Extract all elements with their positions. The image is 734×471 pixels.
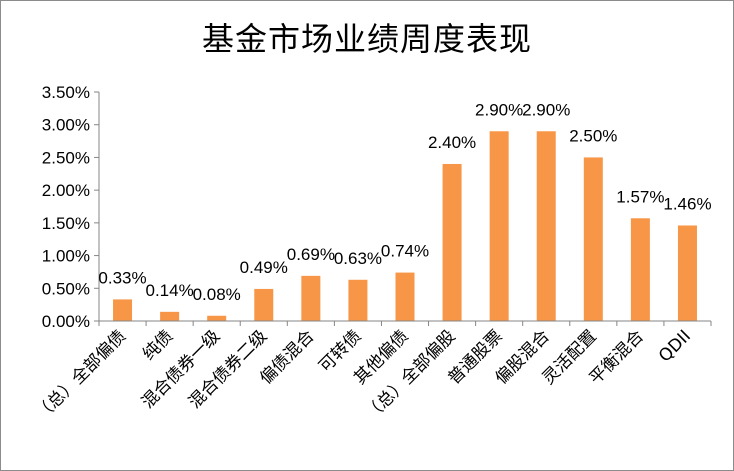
data-label: 0.74% bbox=[381, 242, 429, 261]
data-label: 2.50% bbox=[569, 126, 617, 145]
bar bbox=[583, 157, 603, 321]
data-label: 1.46% bbox=[663, 194, 711, 213]
chart-title: 基金市场业绩周度表现 bbox=[201, 20, 532, 58]
x-category-label: 纯债 bbox=[139, 326, 177, 364]
y-tick-label: 3.00% bbox=[42, 116, 90, 135]
data-label: 1.57% bbox=[616, 187, 664, 206]
y-tick-label: 2.00% bbox=[42, 181, 90, 200]
y-tick-label: 1.50% bbox=[42, 214, 90, 233]
data-label: 2.40% bbox=[428, 133, 476, 152]
bar bbox=[113, 299, 133, 321]
data-label: 0.49% bbox=[240, 258, 288, 277]
bar bbox=[536, 131, 556, 321]
x-category-label: （总）全部偏债 bbox=[32, 326, 130, 424]
bar bbox=[489, 131, 509, 321]
y-tick-label: 0.00% bbox=[42, 312, 90, 331]
bar bbox=[160, 311, 180, 321]
bar bbox=[395, 272, 415, 321]
bar bbox=[207, 315, 227, 321]
data-label: 2.90% bbox=[522, 100, 570, 119]
x-category-label: QDII bbox=[655, 326, 695, 366]
data-label: 0.08% bbox=[193, 285, 241, 304]
bar bbox=[630, 218, 650, 321]
data-label: 2.90% bbox=[475, 100, 523, 119]
bar bbox=[677, 225, 697, 321]
y-tick-label: 3.50% bbox=[42, 83, 90, 102]
y-tick-label: 1.00% bbox=[42, 247, 90, 266]
data-label: 0.69% bbox=[287, 245, 335, 264]
bar bbox=[442, 163, 462, 321]
bar bbox=[254, 288, 274, 321]
data-label: 0.33% bbox=[98, 268, 146, 287]
data-label: 0.14% bbox=[146, 281, 194, 300]
y-tick-label: 0.50% bbox=[42, 279, 90, 298]
y-tick-label: 2.50% bbox=[42, 148, 90, 167]
bar bbox=[348, 279, 368, 321]
bar bbox=[301, 275, 321, 321]
data-label: 0.63% bbox=[334, 249, 382, 268]
